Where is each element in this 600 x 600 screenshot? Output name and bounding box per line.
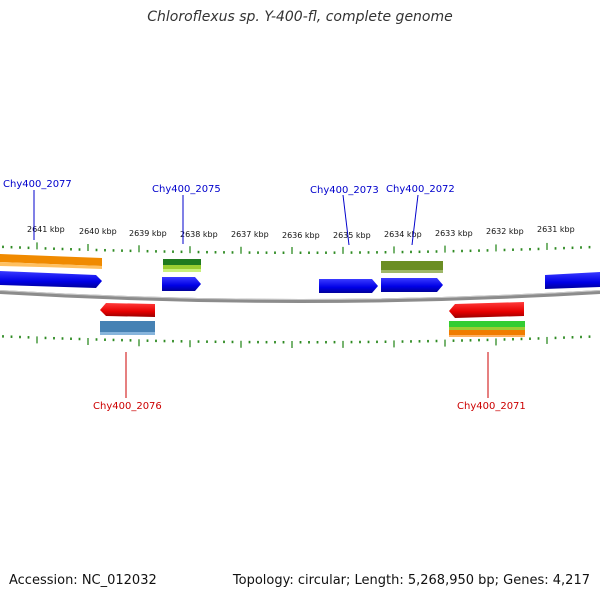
gene-label-chy400-2077[interactable]: Chy400_2077	[3, 179, 72, 190]
gene-arrow-chy400-2073[interactable]	[319, 279, 378, 293]
feature-bars-outer	[0, 254, 443, 273]
kbp-label: 2634 kbp	[384, 230, 422, 239]
gene-label-chy400-2075[interactable]: Chy400_2075	[152, 184, 221, 195]
forward-genes	[0, 271, 600, 293]
feature-bar	[100, 332, 155, 335]
gene-arrow-forward[interactable]	[545, 272, 600, 289]
gene-arrow-chy400-2076[interactable]	[100, 303, 155, 317]
feature-bar	[381, 270, 443, 273]
feature-bar	[449, 330, 525, 335]
kbp-label: 2633 kbp	[435, 229, 473, 238]
reverse-genes	[100, 302, 524, 318]
leader-line	[342, 194, 350, 246]
inner-tick-ring	[2, 335, 591, 348]
kbp-label: 2640 kbp	[79, 227, 117, 236]
kbp-label: 2637 kbp	[231, 230, 269, 239]
kbp-label: 2631 kbp	[537, 225, 575, 234]
feature-bar	[0, 262, 102, 269]
leader-line	[411, 194, 419, 246]
gene-label-chy400-2071[interactable]: Chy400_2071	[457, 401, 526, 412]
gene-arrow-chy400-2071[interactable]	[449, 302, 524, 318]
kbp-label: 2641 kbp	[27, 225, 65, 234]
map-title: Chloroflexus sp. Y-400-fl, complete geno…	[147, 9, 453, 25]
kbp-label: 2635 kbp	[333, 231, 371, 240]
genome-backbone-highlight	[0, 290, 600, 300]
genome-backbone	[0, 290, 600, 303]
feature-bar	[163, 269, 201, 272]
feature-bar	[381, 261, 443, 272]
feature-bar	[449, 335, 525, 337]
label-leaders	[33, 190, 489, 398]
feature-bar	[163, 265, 201, 269]
genome-summary-text: Topology: circular; Length: 5,268,950 bp…	[232, 573, 590, 588]
kbp-label: 2632 kbp	[486, 227, 524, 236]
outer-tick-ring	[2, 242, 591, 254]
gene-label-chy400-2072[interactable]: Chy400_2072	[386, 184, 455, 195]
feature-bar	[449, 327, 525, 330]
accession-text: Accession: NC_012032	[9, 573, 157, 588]
gene-arrow-chy400-2077[interactable]	[0, 271, 102, 288]
gene-arrow-chy400-2072[interactable]	[381, 278, 443, 292]
kbp-label: 2639 kbp	[129, 229, 167, 238]
gene-label-chy400-2076[interactable]: Chy400_2076	[93, 401, 162, 412]
gene-label-chy400-2073[interactable]: Chy400_2073	[310, 185, 379, 196]
kbp-labels: 2641 kbp 2640 kbp 2639 kbp 2638 kbp 2637…	[27, 225, 575, 240]
feature-bars-inner	[100, 321, 525, 337]
gene-arrow-chy400-2075[interactable]	[162, 277, 201, 291]
feature-bar	[0, 254, 102, 266]
kbp-label: 2636 kbp	[282, 231, 320, 240]
feature-bar	[163, 259, 201, 265]
gene-labels: Chy400_2077 Chy400_2075 Chy400_2073 Chy4…	[3, 179, 526, 412]
feature-bar	[100, 321, 155, 333]
feature-bar	[449, 321, 525, 327]
kbp-label: 2638 kbp	[180, 230, 218, 239]
